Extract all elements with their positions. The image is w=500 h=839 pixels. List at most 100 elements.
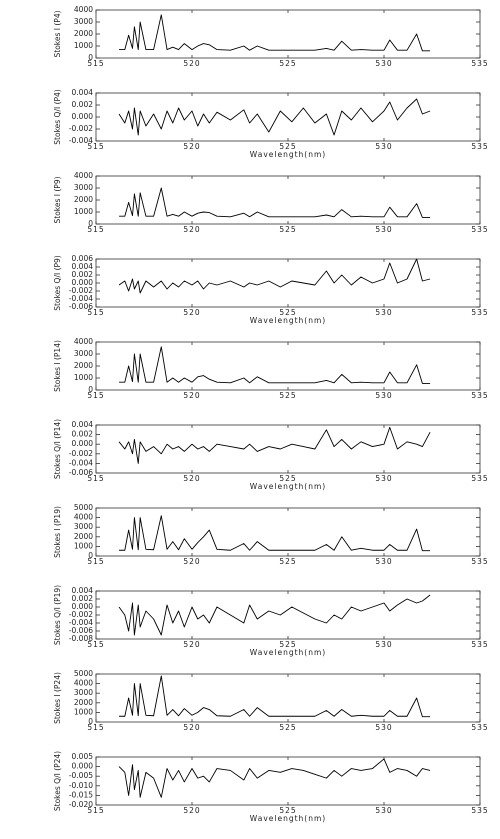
plot-frame xyxy=(95,590,481,640)
x-tick-label: 515 xyxy=(87,640,104,649)
x-tick-label: 520 xyxy=(183,225,200,234)
spectrum-line xyxy=(119,346,431,384)
x-tick-label: 515 xyxy=(87,391,104,400)
x-tick-label: 515 xyxy=(87,723,104,732)
y-tick-label: 5000 xyxy=(74,503,93,512)
y-tick-label: -0.015 xyxy=(69,790,93,799)
y-tick-label: -0.002 xyxy=(69,449,93,458)
x-tick-label: 515 xyxy=(87,557,104,566)
y-tick-label: -0.006 xyxy=(69,468,93,477)
x-tick-label: 515 xyxy=(87,142,104,151)
y-tick-label: 0.000 xyxy=(72,762,94,771)
spectrum-line xyxy=(119,14,431,52)
y-axis-label: Stokes Q/I (P19) xyxy=(53,585,62,645)
y-tick-label: 3000 xyxy=(74,522,93,531)
x-tick-label: 525 xyxy=(279,723,296,732)
y-axis-label: Stokes Q/I (P14) xyxy=(53,419,62,479)
y-tick-label: -0.004 xyxy=(69,294,93,303)
x-tick-label: 535 xyxy=(471,225,488,234)
y-tick-label: 3000 xyxy=(74,688,93,697)
x-tick-label: 525 xyxy=(279,142,296,151)
x-tick-label: 520 xyxy=(183,391,200,400)
y-tick-label: 0.000 xyxy=(72,278,94,287)
x-tick-label: 535 xyxy=(471,391,488,400)
x-tick-label: 525 xyxy=(279,474,296,483)
x-tick-label: 535 xyxy=(471,474,488,483)
x-tick-label: 525 xyxy=(279,59,296,68)
x-tick-label: 530 xyxy=(375,640,392,649)
x-tick-label: 530 xyxy=(375,806,392,815)
x-tick-label: 535 xyxy=(471,142,488,151)
y-tick-label: 1000 xyxy=(74,41,93,50)
spectrum-line xyxy=(118,258,431,294)
y-axis-label: Stokes I (P4) xyxy=(53,10,62,57)
x-tick-label: 535 xyxy=(471,557,488,566)
x-tick-label: 530 xyxy=(375,391,392,400)
y-tick-label: 1000 xyxy=(74,207,93,216)
y-tick-label: -0.002 xyxy=(69,610,93,619)
y-tick-label: 3000 xyxy=(74,17,93,26)
y-tick-label: -0.020 xyxy=(69,800,93,809)
y-tick-label: -0.004 xyxy=(69,618,93,627)
x-tick-label: 530 xyxy=(375,308,392,317)
x-axis-label: Wavelength(nm) xyxy=(250,316,326,325)
x-tick-label: 535 xyxy=(471,308,488,317)
y-tick-label: -0.006 xyxy=(69,626,93,635)
y-tick-label: 4000 xyxy=(74,513,93,522)
y-tick-label: 0 xyxy=(88,219,93,228)
y-tick-label: 4000 xyxy=(74,5,93,14)
x-tick-label: 530 xyxy=(375,723,392,732)
spectrum-line xyxy=(118,426,431,464)
x-axis-label: Wavelength(nm) xyxy=(250,648,326,657)
y-tick-label: 0.002 xyxy=(72,270,94,279)
plot-frame xyxy=(95,424,481,474)
x-tick-label: 530 xyxy=(375,59,392,68)
y-tick-label: 0.000 xyxy=(72,112,94,121)
y-tick-label: 0.004 xyxy=(72,420,94,429)
y-axis-label: Stokes I (P14) xyxy=(53,340,62,392)
spectrum-line xyxy=(118,594,431,636)
y-axis-label: Stokes Q/I (P24) xyxy=(53,751,62,811)
y-tick-label: 1000 xyxy=(74,707,93,716)
y-tick-label: 0.000 xyxy=(72,602,94,611)
x-tick-label: 515 xyxy=(87,225,104,234)
y-tick-label: -0.002 xyxy=(69,286,93,295)
x-tick-label: 525 xyxy=(279,391,296,400)
spectrum-line xyxy=(118,758,431,798)
spectrum-line xyxy=(119,675,431,718)
y-tick-label: 0.000 xyxy=(72,439,94,448)
y-tick-label: 0.005 xyxy=(72,752,94,761)
y-tick-label: 0 xyxy=(88,53,93,62)
x-tick-label: 535 xyxy=(471,806,488,815)
x-tick-label: 525 xyxy=(279,225,296,234)
y-axis-label: Stokes I (P24) xyxy=(53,672,62,724)
spectrum-line xyxy=(119,515,431,552)
y-tick-label: 2000 xyxy=(74,532,93,541)
x-axis-label: Wavelength(nm) xyxy=(250,482,326,491)
y-tick-label: 2000 xyxy=(74,361,93,370)
y-tick-label: 0.004 xyxy=(72,262,94,271)
x-tick-label: 515 xyxy=(87,59,104,68)
y-tick-label: 0.006 xyxy=(72,254,94,263)
y-tick-label: -0.004 xyxy=(69,136,93,145)
y-tick-label: 0 xyxy=(88,717,93,726)
x-tick-label: 525 xyxy=(279,308,296,317)
x-tick-label: 520 xyxy=(183,557,200,566)
spectrum-line xyxy=(118,98,431,136)
y-tick-label: 2000 xyxy=(74,698,93,707)
x-tick-label: 525 xyxy=(279,806,296,815)
y-tick-label: -0.006 xyxy=(69,302,93,311)
x-tick-label: 520 xyxy=(183,59,200,68)
x-tick-label: 515 xyxy=(87,308,104,317)
y-tick-label: 2000 xyxy=(74,195,93,204)
y-axis-label: Stokes I (P19) xyxy=(53,506,62,558)
x-tick-label: 520 xyxy=(183,640,200,649)
y-axis-label: Stokes I (P9) xyxy=(53,176,62,223)
y-tick-label: 1000 xyxy=(74,541,93,550)
x-tick-label: 535 xyxy=(471,59,488,68)
spectrum-line xyxy=(119,187,431,218)
y-tick-label: 0.002 xyxy=(72,430,94,439)
y-tick-label: 5000 xyxy=(74,669,93,678)
x-tick-label: 520 xyxy=(183,723,200,732)
x-tick-label: 535 xyxy=(471,640,488,649)
